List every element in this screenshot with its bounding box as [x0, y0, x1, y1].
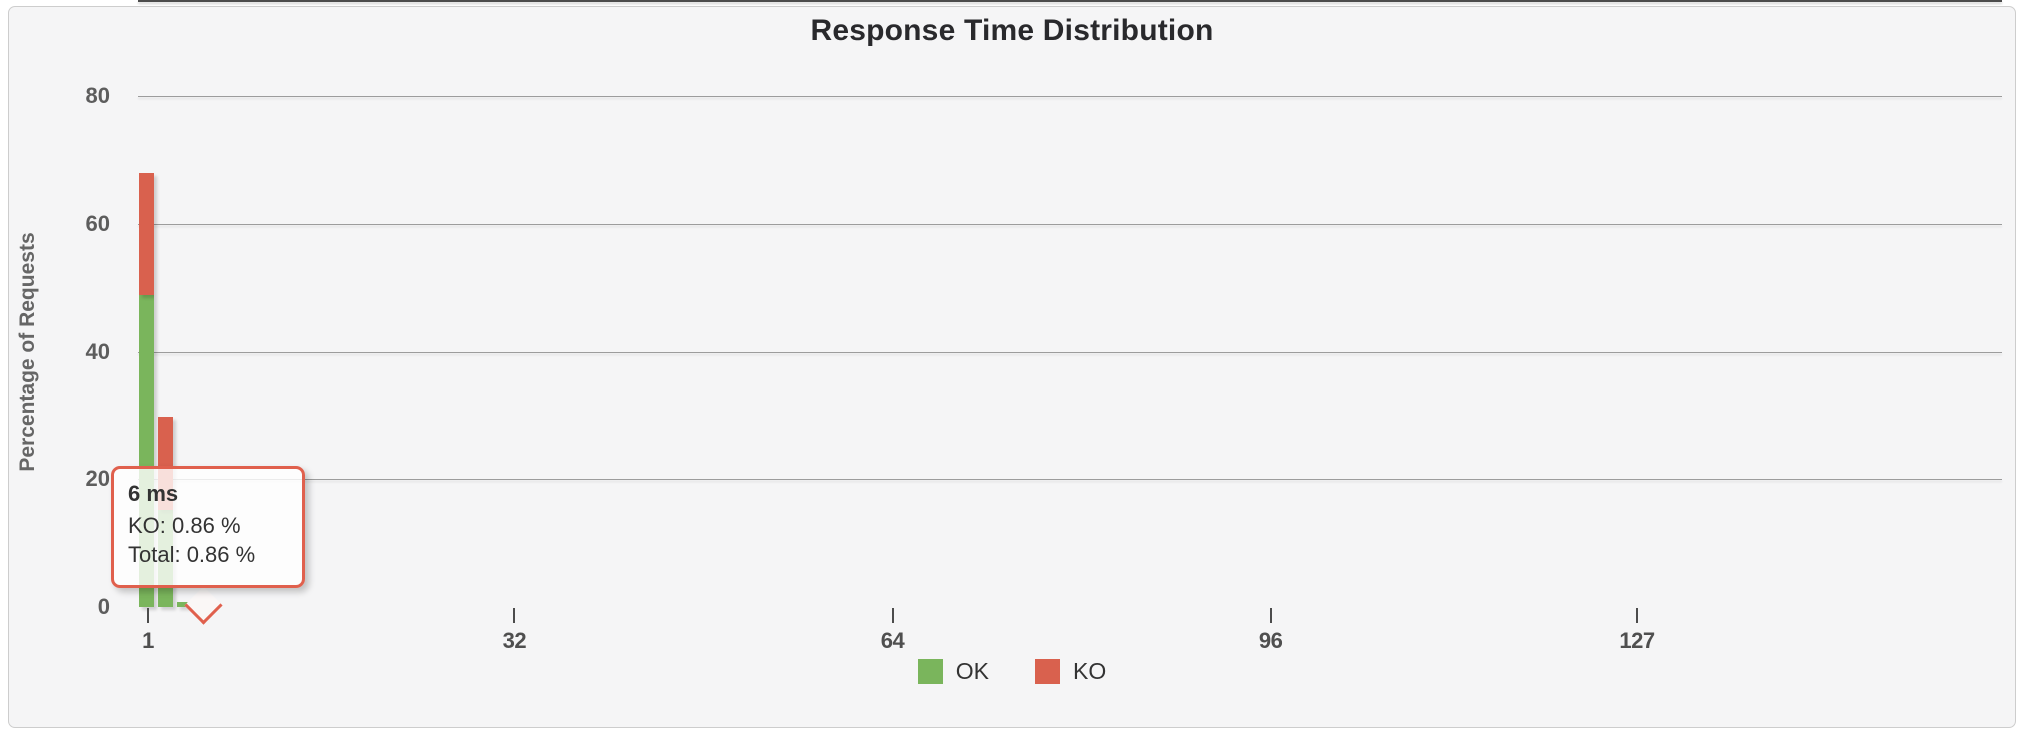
legend-swatch-ok [917, 659, 943, 684]
legend-swatch-ko [1035, 659, 1060, 684]
y-tick-label-20: 20 [85, 466, 110, 492]
x-tick-mark-96 [1269, 608, 1272, 623]
chart-title: Response Time Distribution [810, 14, 1214, 47]
x-axis-line [138, 0, 2002, 2]
grid-line-20 [138, 479, 2002, 481]
x-tick-label-64: 64 [880, 628, 905, 653]
bar-1ms-ko[interactable] [139, 172, 154, 295]
tooltip-line-1: Total: 0.86 % [128, 542, 256, 567]
grid-line-40 [138, 351, 2002, 353]
x-tick-label-1: 1 [142, 628, 154, 653]
legend-label-ko: KO [1073, 658, 1107, 684]
hover-tooltip: 6 ms KO: 0.86 % Total: 0.86 % [111, 466, 305, 588]
chart-legend: OK KO [0, 658, 2024, 685]
x-tick-label-32: 32 [502, 628, 527, 653]
tooltip-title: 6 ms [128, 481, 179, 506]
x-tick-label-96: 96 [1258, 628, 1283, 653]
grid-line-80 [138, 96, 2002, 97]
tooltip-lines: KO: 0.86 % Total: 0.86 % [128, 511, 288, 569]
x-tick-mark-32 [513, 608, 516, 623]
y-tick-label-40: 40 [85, 338, 110, 364]
legend-item-ok[interactable]: OK [917, 658, 989, 685]
x-tick-label-127: 127 [1619, 628, 1655, 653]
grid-line-60 [138, 223, 2002, 225]
legend-item-ko[interactable]: KO [1035, 658, 1106, 685]
x-tick-mark-1 [147, 608, 149, 623]
legend-label-ok: OK [955, 658, 989, 684]
y-tick-label-0: 0 [97, 594, 110, 619]
y-axis-title: Percentage of Requests [16, 232, 39, 472]
x-tick-mark-64 [891, 608, 894, 623]
y-tick-label-80: 80 [85, 83, 110, 108]
chart-panel [8, 6, 2016, 728]
x-tick-mark-127 [1636, 608, 1638, 623]
tooltip-line-0: KO: 0.86 % [128, 513, 241, 538]
y-tick-label-60: 60 [85, 210, 110, 236]
